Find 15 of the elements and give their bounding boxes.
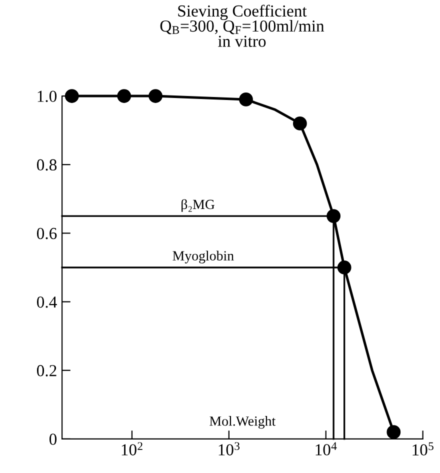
y-tick-label: 0 [49, 434, 57, 445]
series-label: β₂MG [182, 199, 215, 212]
series-label: Myoglobin [172, 250, 234, 264]
x-axis-title: Mol.Weight [210, 416, 276, 429]
y-tick-label: 0.2 [36, 365, 56, 376]
y-tick-label: 0.6 [36, 228, 57, 240]
y-tick-label: 0.8 [36, 159, 57, 171]
x-tick-label: 10$^{3}$ [218, 442, 240, 456]
x-tick-label: 10$^{4}$ [316, 442, 337, 456]
x-tick-label: 10$^{5}$ [412, 442, 434, 456]
chart-title: Sieving Coefficient [178, 4, 307, 20]
y-tick-label: 1.0 [38, 90, 57, 102]
x-tick-label: 10$^{2}$ [122, 442, 142, 456]
chart-subtitle: Q$_{B}$=300, Q$_{F}$=100ml/min in vitro [160, 20, 324, 47]
y-tick-label: 0.4 [36, 296, 57, 308]
